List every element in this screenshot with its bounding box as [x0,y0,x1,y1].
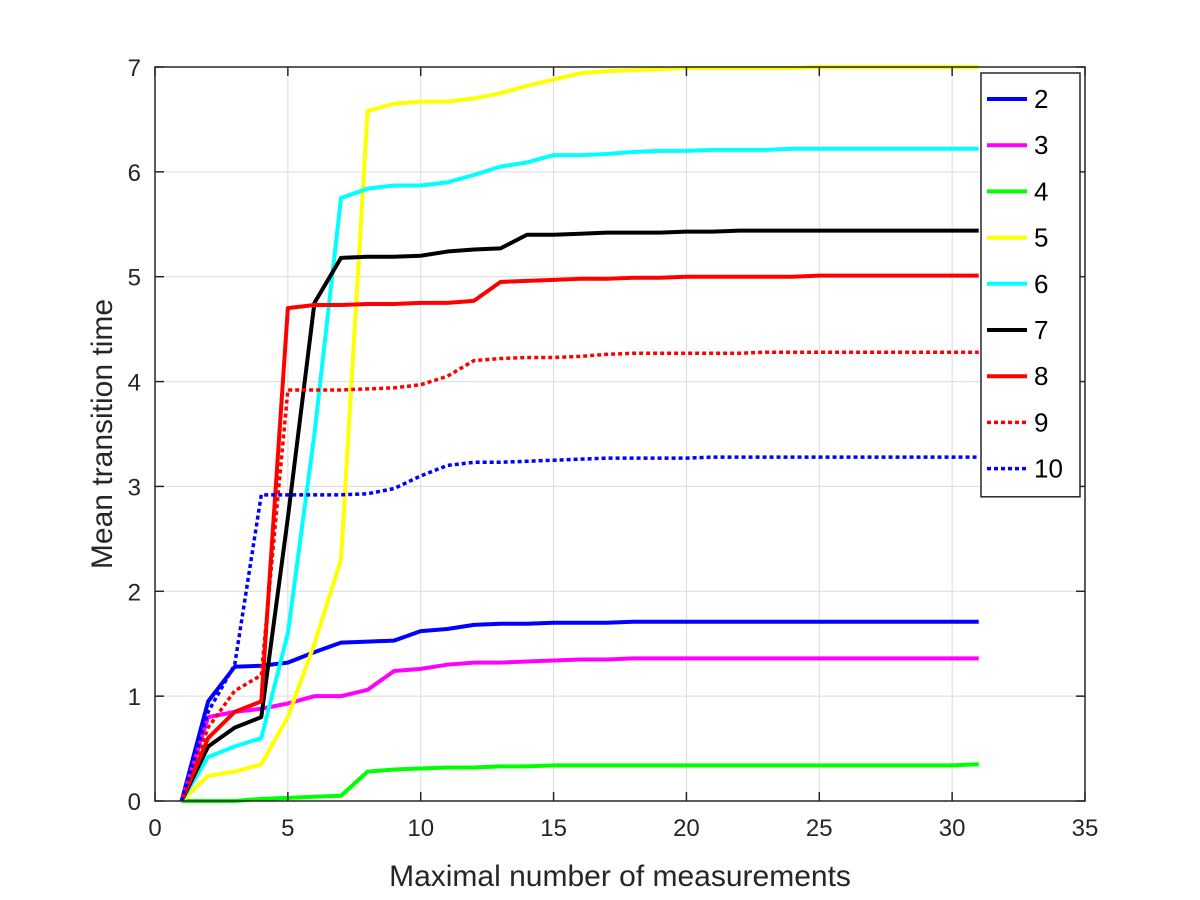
ticks [154,66,1086,802]
y-tick-label: 5 [128,265,141,292]
legend-label-6: 6 [1034,269,1048,299]
series-line-2 [179,619,979,802]
legend-label-4: 4 [1034,176,1048,206]
y-tick-label: 0 [128,789,141,816]
axes-box [154,66,1086,802]
x-tick-label: 20 [673,815,700,842]
legend-label-7: 7 [1034,315,1048,345]
legend-label-9: 9 [1034,407,1048,437]
x-axis-label: Maximal number of measurements [389,860,851,893]
x-tick-label: 35 [1072,815,1099,842]
y-tick-label: 7 [128,55,141,82]
y-tick-label: 3 [128,474,141,501]
x-tick-label: 30 [939,815,966,842]
series-line-4 [181,762,979,803]
legend-label-2: 2 [1034,84,1048,114]
legend-label-8: 8 [1034,361,1048,391]
y-tick-label: 4 [128,370,141,397]
y-tick-label: 6 [128,160,141,187]
x-tick-label: 10 [407,815,434,842]
series-line-9 [179,350,979,802]
y-axis-label: Mean transition time [86,299,119,569]
series-line-7 [179,228,979,802]
series-line-8 [179,273,979,802]
x-tick-label: 5 [281,815,294,842]
x-tick-label: 0 [148,815,161,842]
x-tick-label: 25 [806,815,833,842]
series-line-6 [179,146,979,803]
series-line-10 [179,455,979,802]
legend: 2 3 4 5 6 7 8 9 10 [980,72,1081,498]
y-tick-label: 2 [128,579,141,606]
series-line-3 [179,656,979,802]
legend-label-5: 5 [1034,223,1048,253]
x-tick-label: 15 [540,815,567,842]
y-tick-label: 1 [128,684,141,711]
legend-label-10: 10 [1034,454,1063,484]
legend-label-3: 3 [1034,130,1048,160]
